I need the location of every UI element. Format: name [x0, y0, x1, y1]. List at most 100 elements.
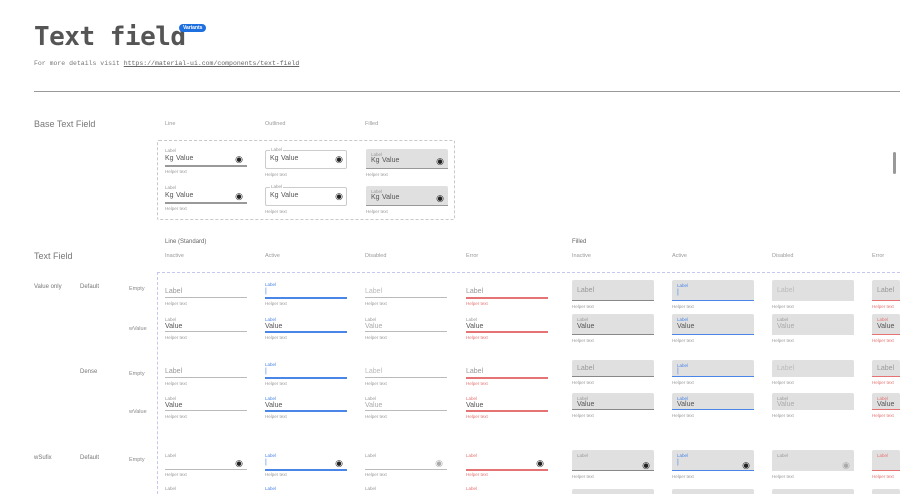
field-line-inactive[interactable]: Label Value Helper text — [165, 393, 247, 421]
field-filled-active[interactable]: Label | ◉ Helper text — [672, 450, 754, 479]
field-value: Value — [281, 192, 299, 199]
field-value[interactable]: Value — [466, 323, 484, 330]
underline — [165, 410, 247, 411]
field-filled-inactive[interactable]: Label Value Helper text — [572, 393, 654, 421]
field-value[interactable]: Value — [677, 401, 695, 408]
text-cursor[interactable]: | — [265, 459, 267, 466]
field-value[interactable]: Value — [677, 323, 695, 330]
text-cursor[interactable]: | — [265, 368, 267, 375]
eye-icon[interactable]: ◉ — [335, 154, 343, 164]
eye-icon[interactable]: ◉ — [436, 193, 444, 203]
helper-text: Helper text — [466, 414, 488, 419]
field-filled-inactive[interactable]: Label Helper text — [572, 280, 654, 309]
field-value[interactable]: Value — [577, 323, 595, 330]
eye-icon[interactable]: ◉ — [642, 460, 650, 470]
field-label: Label — [577, 396, 589, 401]
field-line-active[interactable]: Label Value Helper text — [265, 314, 347, 342]
field-placeholder: Label — [777, 365, 795, 372]
field-value[interactable]: Value — [265, 402, 283, 409]
field-line-error[interactable]: Label ◉ Helper text — [466, 450, 548, 478]
eye-icon[interactable]: ◉ — [436, 156, 444, 166]
field-label: Label — [165, 396, 177, 401]
field-value[interactable]: Value — [877, 323, 895, 330]
field-filled-error[interactable] — [872, 485, 900, 494]
field-line-disabled: Label Helper text — [365, 360, 447, 388]
field-value[interactable]: Value — [165, 402, 183, 409]
field-line-inactive[interactable]: Label — [165, 485, 247, 494]
field-value[interactable]: Value — [265, 323, 283, 330]
base-field-filled[interactable]: Label Kg Value ◉ Helper text — [366, 185, 448, 214]
text-cursor[interactable]: | — [677, 459, 679, 466]
field-line-active[interactable]: Label | Helper text — [265, 360, 347, 388]
text-cursor[interactable]: | — [265, 288, 267, 295]
field-placeholder: Label — [165, 368, 183, 375]
field-line-active[interactable]: Label Value Helper text — [265, 393, 347, 421]
field-filled-error[interactable]: Label Value Helper text — [872, 314, 900, 343]
field-filled-error[interactable]: Label Value Helper text — [872, 393, 900, 421]
field-label: Label — [265, 396, 277, 401]
eye-icon[interactable]: ◉ — [335, 191, 343, 201]
field-line-error[interactable]: Label Helper text — [466, 280, 548, 308]
base-field-outlined[interactable]: Label Kg Value ◉ Helper text — [265, 147, 347, 177]
field-line-disabled: Label ◉ Helper text — [365, 450, 447, 478]
eye-icon[interactable]: ◉ — [235, 191, 243, 201]
field-line-error[interactable]: Label Value Helper text — [466, 393, 548, 421]
field-filled-inactive[interactable]: Label Helper text — [572, 360, 654, 388]
field-value[interactable]: Value — [877, 401, 895, 408]
field-label: Label — [877, 453, 889, 458]
scrollbar[interactable] — [893, 152, 896, 174]
filled-box — [366, 186, 448, 206]
field-line-error[interactable]: Label Helper text — [466, 360, 548, 388]
field-line-inactive[interactable]: Label Value Helper text — [165, 314, 247, 342]
details-link[interactable]: https://material-ui.com/components/text-… — [123, 60, 300, 67]
text-cursor[interactable]: | — [677, 368, 679, 375]
field-value[interactable]: Value — [466, 402, 484, 409]
filled-box — [772, 280, 854, 301]
field-value[interactable]: Value — [165, 323, 183, 330]
field-filled-active[interactable]: Label Value Helper text — [672, 314, 754, 343]
filled-box — [872, 393, 900, 410]
filled-box — [672, 280, 754, 301]
eye-icon[interactable]: ◉ — [335, 458, 343, 468]
underline — [265, 377, 347, 379]
field-label: Label — [365, 486, 377, 491]
field-filled-error[interactable]: Label Helper text — [872, 280, 900, 309]
details-prefix: For more details visit — [34, 60, 120, 67]
base-field-line[interactable]: Label Kg Value ◉ Helper text — [165, 148, 247, 176]
field-label: Label — [265, 362, 277, 367]
helper-text: Helper text — [672, 380, 694, 385]
base-section-title: Base Text Field — [34, 119, 96, 129]
field-line-inactive[interactable]: Label Helper text — [165, 360, 247, 388]
field-line-active[interactable]: Label — [265, 485, 347, 494]
field-line-error[interactable]: Label — [466, 485, 548, 494]
text-cursor[interactable]: | — [677, 289, 679, 296]
filled-box — [672, 450, 754, 471]
field-label: Label — [466, 486, 478, 491]
eye-icon[interactable]: ◉ — [742, 460, 750, 470]
eye-icon[interactable]: ◉ — [235, 154, 243, 164]
field-filled-active[interactable]: Label | Helper text — [672, 360, 754, 388]
eye-icon[interactable]: ◉ — [536, 458, 544, 468]
field-line-active[interactable]: Label | ◉ Helper text — [265, 450, 347, 478]
base-field-line[interactable]: Label Kg Value ◉ Helper text — [165, 185, 247, 213]
field-label: Label — [265, 317, 277, 322]
field-filled-inactive[interactable]: Label ◉ Helper text — [572, 450, 654, 479]
col-inactive: Inactive — [165, 253, 184, 259]
base-field-outlined[interactable]: Label Kg Value ◉ Helper text — [265, 184, 347, 214]
field-filled-inactive[interactable]: Label Value Helper text — [572, 314, 654, 343]
field-value[interactable]: Value — [577, 401, 595, 408]
field-line-inactive[interactable]: Label ◉ Helper text — [165, 450, 247, 478]
base-field-filled[interactable]: Label Kg Value ◉ Helper text — [366, 148, 448, 177]
field-filled-active[interactable]: Label | Helper text — [672, 280, 754, 309]
field-line-active[interactable]: Label | Helper text — [265, 280, 347, 308]
field-line-inactive[interactable]: Label Helper text — [165, 280, 247, 308]
eye-icon[interactable]: ◉ — [235, 458, 243, 468]
field-filled-inactive[interactable] — [572, 485, 654, 494]
field-filled-active[interactable] — [672, 485, 754, 494]
field-filled-error[interactable]: Label Helper text — [872, 360, 900, 388]
field-prefix: Kg — [371, 194, 380, 201]
field-filled-error[interactable]: Label Helper text — [872, 450, 900, 479]
underline — [165, 202, 247, 204]
field-filled-active[interactable]: Label Value Helper text — [672, 393, 754, 421]
field-line-error[interactable]: Label Value Helper text — [466, 314, 548, 342]
